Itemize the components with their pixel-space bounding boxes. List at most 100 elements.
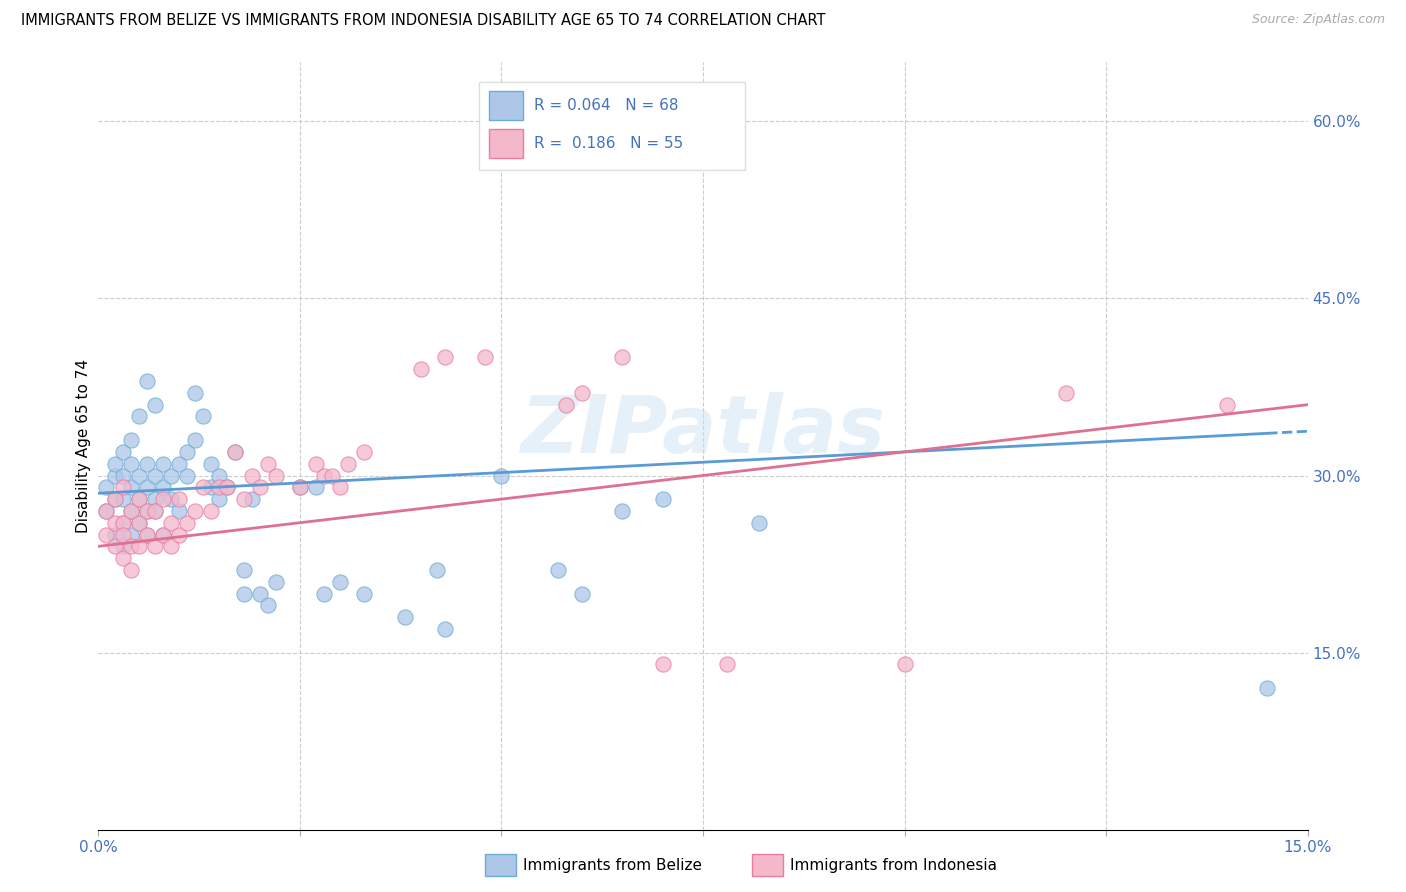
Point	[232, 586, 254, 600]
Point	[256, 599, 278, 613]
Y-axis label: Disability Age 65 to 74: Disability Age 65 to 74	[76, 359, 91, 533]
Point	[208, 480, 231, 494]
Point	[111, 516, 134, 530]
Point	[120, 457, 142, 471]
Point	[394, 610, 416, 624]
Point	[103, 457, 125, 471]
Point	[200, 457, 222, 471]
Point	[193, 480, 215, 494]
Point	[329, 480, 352, 494]
Point	[167, 457, 190, 471]
Point	[217, 480, 239, 494]
Point	[555, 398, 578, 412]
Point	[135, 457, 157, 471]
Point	[249, 480, 271, 494]
Point	[152, 457, 174, 471]
Point	[491, 468, 513, 483]
Text: R =  0.186   N = 55: R = 0.186 N = 55	[534, 136, 683, 152]
Point	[184, 385, 207, 400]
Point	[1256, 681, 1278, 695]
Point	[111, 445, 134, 459]
Point	[893, 657, 915, 672]
Text: R = 0.064   N = 68: R = 0.064 N = 68	[534, 98, 678, 113]
Point	[160, 516, 183, 530]
Point	[152, 527, 174, 541]
Point	[143, 504, 166, 518]
Point	[111, 516, 134, 530]
Point	[176, 468, 198, 483]
Point	[152, 527, 174, 541]
Point	[128, 516, 150, 530]
Point	[135, 480, 157, 494]
Point	[571, 586, 593, 600]
Point	[184, 433, 207, 447]
Point	[96, 504, 118, 518]
Point	[96, 527, 118, 541]
Point	[256, 457, 278, 471]
Point	[160, 468, 183, 483]
Point	[612, 504, 634, 518]
Point	[329, 574, 352, 589]
FancyBboxPatch shape	[479, 81, 745, 169]
Point	[184, 504, 207, 518]
Point	[111, 492, 134, 507]
Point	[103, 539, 125, 553]
Point	[353, 445, 375, 459]
Point	[288, 480, 311, 494]
Point	[96, 480, 118, 494]
Point	[474, 351, 496, 365]
Point	[651, 657, 673, 672]
Point	[120, 563, 142, 577]
Point	[193, 409, 215, 424]
Point	[135, 504, 157, 518]
Point	[314, 468, 336, 483]
Point	[547, 563, 569, 577]
Point	[103, 468, 125, 483]
Point	[111, 551, 134, 566]
Point	[160, 539, 183, 553]
Point	[135, 527, 157, 541]
Point	[135, 374, 157, 388]
Point	[143, 398, 166, 412]
Point	[240, 492, 263, 507]
Point	[426, 563, 449, 577]
Point	[120, 504, 142, 518]
Point	[128, 492, 150, 507]
Point	[128, 409, 150, 424]
Point	[128, 516, 150, 530]
Point	[264, 468, 287, 483]
Point	[612, 351, 634, 365]
Point	[337, 457, 360, 471]
Point	[353, 586, 375, 600]
Point	[111, 468, 134, 483]
Point	[232, 563, 254, 577]
Point	[176, 445, 198, 459]
Point	[152, 480, 174, 494]
Text: Immigrants from Indonesia: Immigrants from Indonesia	[790, 858, 997, 872]
FancyBboxPatch shape	[489, 129, 523, 158]
Point	[143, 504, 166, 518]
Point	[208, 492, 231, 507]
Point	[152, 492, 174, 507]
Point	[120, 480, 142, 494]
Point	[128, 539, 150, 553]
Point	[748, 516, 770, 530]
Point	[120, 504, 142, 518]
Text: IMMIGRANTS FROM BELIZE VS IMMIGRANTS FROM INDONESIA DISABILITY AGE 65 TO 74 CORR: IMMIGRANTS FROM BELIZE VS IMMIGRANTS FRO…	[21, 13, 825, 29]
Point	[160, 492, 183, 507]
Point	[120, 539, 142, 553]
Point	[135, 504, 157, 518]
Point	[232, 492, 254, 507]
Point	[103, 527, 125, 541]
Point	[321, 468, 343, 483]
Point	[176, 516, 198, 530]
Point	[111, 539, 134, 553]
Text: ZIPatlas: ZIPatlas	[520, 392, 886, 470]
Point	[103, 492, 125, 507]
Point	[103, 492, 125, 507]
Point	[167, 504, 190, 518]
Point	[200, 504, 222, 518]
Point	[143, 539, 166, 553]
Point	[143, 492, 166, 507]
Text: Immigrants from Belize: Immigrants from Belize	[523, 858, 702, 872]
